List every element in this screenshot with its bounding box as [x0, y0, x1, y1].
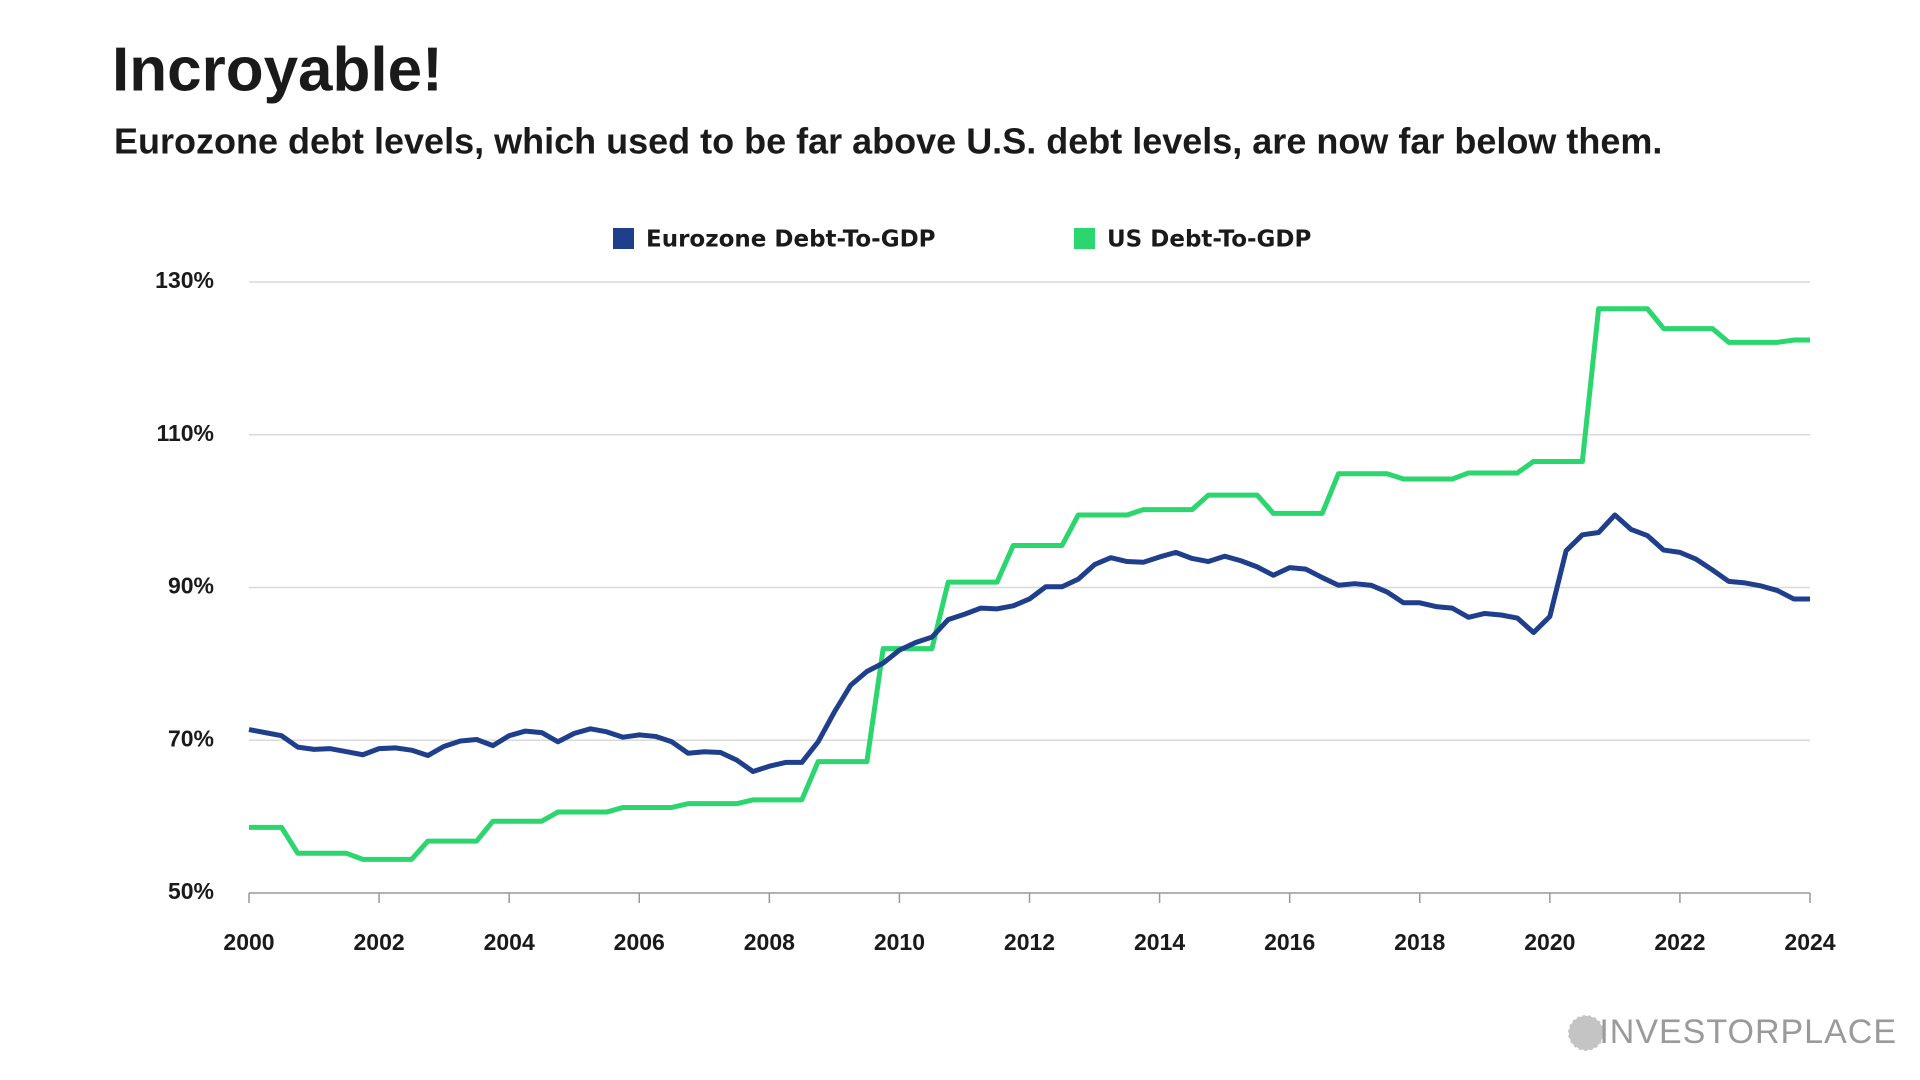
chart-subtitle: Eurozone debt levels, which used to be f… [114, 121, 1662, 162]
x-tick-label: 2024 [1784, 929, 1835, 955]
series-line [248, 512, 1810, 775]
x-tick-label: 2010 [874, 929, 925, 955]
x-tick-label: 2014 [1134, 929, 1185, 955]
x-tick-label: 2000 [223, 929, 274, 955]
chart-title: Incroyable! [112, 35, 443, 104]
y-tick-label: 70% [168, 725, 214, 751]
y-tick-label: 50% [168, 878, 214, 904]
legend-swatch [1074, 228, 1095, 249]
logo-globe-pattern [1567, 1014, 1605, 1052]
x-tick-label: 2008 [744, 929, 795, 955]
series-line [249, 306, 1810, 862]
x-tick-label: 2018 [1394, 929, 1445, 955]
legend-label: Eurozone Debt-To-GDP [646, 227, 936, 253]
y-tick-label: 90% [168, 573, 214, 599]
y-tick-label: 130% [155, 267, 214, 293]
x-tick-label: 2022 [1654, 929, 1705, 955]
x-tick-label: 2006 [614, 929, 665, 955]
logo-globe [1568, 1015, 1604, 1051]
x-tick-label: 2012 [1004, 929, 1055, 955]
logo-icon [1567, 1014, 1605, 1052]
x-tick-label: 2002 [353, 929, 404, 955]
logo: INVESTORPLACE [1599, 1013, 1897, 1051]
y-tick-label: 110% [156, 420, 214, 446]
x-tick-label: 2020 [1524, 929, 1575, 955]
x-tick-label: 2016 [1264, 929, 1315, 955]
x-tick-label: 2004 [484, 929, 535, 955]
legend-label: US Debt-To-GDP [1107, 227, 1311, 253]
legend-swatch [613, 228, 634, 249]
